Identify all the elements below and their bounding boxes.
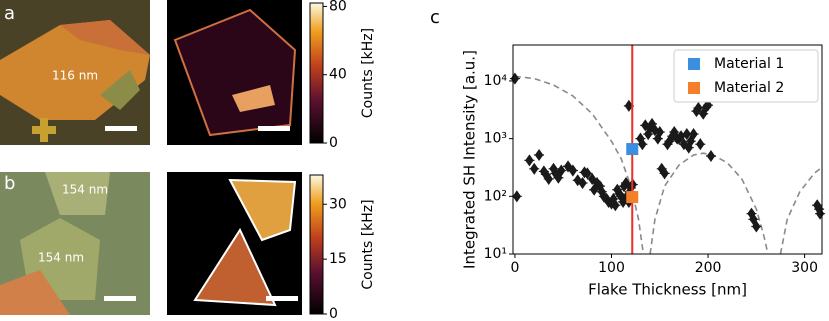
- data-point: [637, 138, 648, 151]
- legend-label: Material 2: [714, 80, 784, 96]
- data-point: [524, 154, 535, 167]
- x-tick-label: 300: [791, 260, 818, 276]
- x-axis-label: Flake Thickness [nm]: [588, 281, 747, 299]
- thickness-label: 116 nm: [52, 69, 98, 83]
- colorbar-tick-label: 40: [329, 67, 347, 83]
- data-point: [511, 190, 522, 203]
- x-tick-label: 0: [510, 260, 519, 276]
- data-point: [748, 213, 759, 226]
- material-marker: [626, 143, 639, 156]
- optical-a: [0, 0, 150, 145]
- data-point: [688, 128, 699, 141]
- panel-letter: b: [4, 173, 15, 194]
- data-point: [534, 148, 545, 162]
- data-point: [685, 135, 696, 148]
- panel-letter: c: [430, 7, 440, 28]
- x-tick-label: 100: [598, 260, 625, 276]
- data-point: [577, 176, 588, 190]
- colorbar-label: Counts [kHz]: [360, 199, 376, 289]
- colorbar-gradient: [309, 174, 324, 315]
- data-point: [751, 220, 762, 233]
- legend-swatch: [688, 82, 700, 94]
- colorbar: 0 15 30 Counts [kHz]: [309, 174, 376, 321]
- data-point: [529, 162, 540, 175]
- colorbar-tick-label: 0: [329, 135, 338, 151]
- data-point: [693, 101, 704, 115]
- data-point: [659, 167, 670, 180]
- colorbar-label: Counts [kHz]: [360, 28, 376, 118]
- y-tick-label: 10⁴: [484, 73, 508, 89]
- material-marker: [626, 191, 639, 204]
- data-point: [543, 172, 554, 185]
- data-point: [587, 172, 598, 185]
- legend-box: [673, 49, 819, 103]
- data-point: [610, 199, 621, 212]
- y-tick-label: 10¹: [484, 246, 507, 262]
- y-tick-label: 10³: [484, 131, 507, 147]
- colorbar: 0 40 80 Counts [kHz]: [309, 0, 376, 151]
- panel-letter: a: [4, 3, 15, 24]
- data-point: [567, 164, 578, 177]
- thickness-label: 154 nm: [62, 183, 108, 197]
- data-point: [695, 138, 706, 151]
- data-point: [553, 171, 564, 184]
- chart: 0 100 200 300 10¹ 10² 10³ 10⁴ Flake Thickness [n…: [461, 44, 826, 299]
- data-point: [654, 126, 665, 139]
- theory-curve: [514, 75, 822, 254]
- shg-map-b: [167, 172, 302, 315]
- legend-swatch: [688, 58, 700, 70]
- colorbar-tick-label: 80: [329, 0, 347, 14]
- colorbar-tick-label: 15: [329, 251, 347, 267]
- colorbar-tick-label: 30: [329, 196, 347, 212]
- shg-map-a: [167, 0, 302, 145]
- thickness-label: 154 nm: [38, 251, 84, 265]
- y-tick-label: 10²: [484, 188, 507, 204]
- data-point: [509, 72, 520, 85]
- data-point: [703, 99, 714, 112]
- data-point: [563, 160, 574, 173]
- legend-label: Material 1: [714, 56, 784, 72]
- x-tick-label: 200: [695, 260, 722, 276]
- data-point: [705, 149, 716, 163]
- y-axis-label: Integrated SH Intensity [a.u.]: [461, 50, 479, 269]
- optical-b: [0, 172, 150, 315]
- data-point: [556, 164, 567, 177]
- axes-frame: [512, 44, 823, 255]
- colorbar-tick-label: 0: [329, 306, 338, 321]
- colorbar-gradient: [309, 2, 324, 144]
